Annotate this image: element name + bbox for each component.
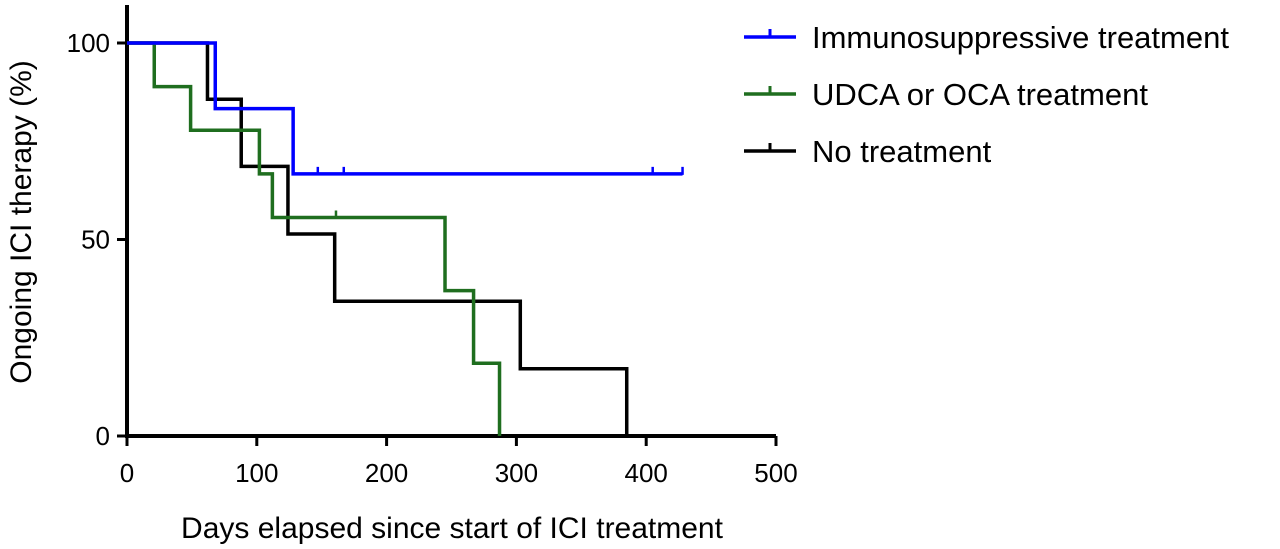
legend: Immunosuppressive treatment UDCA or OCA t… [744, 20, 1229, 169]
x-tick-label: 500 [754, 458, 797, 488]
series-line-2 [127, 41, 629, 436]
x-tick-label: 300 [495, 458, 538, 488]
y-axis-title: Ongoing ICI therapy (%) [5, 60, 38, 383]
x-tick-label: 400 [625, 458, 668, 488]
legend-label-0: Immunosuppressive treatment [812, 20, 1229, 55]
x-tick-label: 200 [365, 458, 408, 488]
legend-label-2: No treatment [812, 134, 992, 169]
series-line-0 [127, 41, 683, 176]
series-layer [127, 41, 684, 436]
series-line-1 [127, 41, 502, 436]
ticks: 0 100 200 300 400 500 0 50 100 [67, 28, 798, 488]
legend-label-1: UDCA or OCA treatment [812, 77, 1148, 112]
x-tick-label: 0 [120, 458, 134, 488]
y-tick-label: 50 [81, 225, 110, 255]
x-axis-title: Days elapsed since start of ICI treatmen… [181, 512, 724, 545]
y-tick-label: 100 [67, 28, 110, 58]
axes [125, 5, 776, 438]
y-tick-label: 0 [96, 421, 110, 451]
x-tick-label: 100 [235, 458, 278, 488]
